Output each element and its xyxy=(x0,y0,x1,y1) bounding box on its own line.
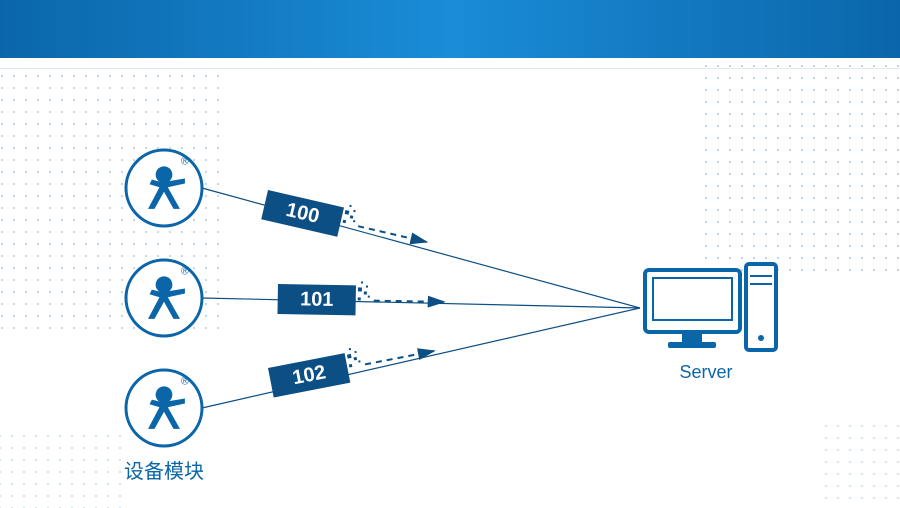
module-nodes: ® ® ® xyxy=(126,150,202,446)
svg-text:®: ® xyxy=(181,265,189,277)
packet: 100 xyxy=(261,186,430,256)
packet-value: 101 xyxy=(300,288,334,311)
diagram-canvas: ® ® ® 100 101 102 Server 设备模块 xyxy=(0,0,900,508)
svg-text:®: ® xyxy=(181,375,189,387)
server-label: Server xyxy=(679,362,732,382)
packets: 100 101 102 xyxy=(261,186,444,397)
packet: 101 xyxy=(277,280,444,317)
connection-lines xyxy=(202,188,640,408)
server-icon xyxy=(645,264,776,350)
packet: 102 xyxy=(267,332,436,397)
module-node: ® xyxy=(126,150,202,226)
svg-text:®: ® xyxy=(181,155,189,167)
module-node: ® xyxy=(126,260,202,336)
modules-label: 设备模块 xyxy=(124,460,204,483)
diagram-svg: ® ® ® 100 101 102 Server 设备模块 xyxy=(0,0,900,508)
module-node: ® xyxy=(126,370,202,446)
